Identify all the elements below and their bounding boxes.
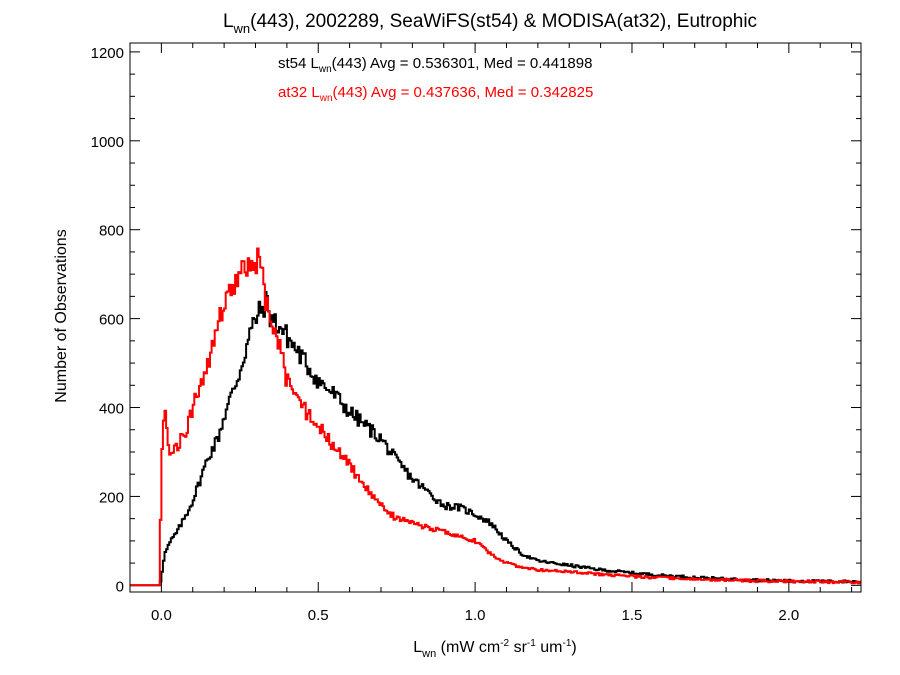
x-tick-label: 2.0 [778,607,799,624]
x-tick-label: 0.5 [308,607,329,624]
x-tick-label: 1.0 [465,607,486,624]
title-post: (443), 2002289, SeaWiFS(st54) & MODISA(a… [250,11,757,32]
y-tick-label: 800 [99,223,124,240]
axis-ticks: 0.0 0.5 1.0 1.5 2.0 0 200 400 600 800 1000 1200 [91,43,861,624]
y-axis-label: Number of Observations [53,229,70,402]
series-group [130,247,861,587]
y-tick-label: 600 [99,312,124,329]
title-sub: wn [233,21,251,36]
y-tick-label: 400 [99,401,124,418]
x-tick-label: 0.0 [151,607,172,624]
y-tick-label: 1000 [91,134,124,151]
annotation-at32: at32 Lwn(443) Avg = 0.437636, Med = 0.34… [278,84,593,104]
annotation-st54: st54 Lwn(443) Avg = 0.536301, Med = 0.44… [278,55,592,75]
title-pre: L [223,11,234,32]
plot-frame [129,42,862,593]
y-tick-label: 0 [116,578,124,595]
y-tick-label: 1200 [91,45,124,62]
x-axis-label: Lwn (mW cm-2 sr-1 um-1) [413,638,576,660]
x-tick-label: 1.5 [622,607,643,624]
y-tick-label: 200 [99,489,124,506]
chart-title: Lwn(443), 2002289, SeaWiFS(st54) & MODIS… [223,11,757,36]
series-line-at32 [130,247,861,587]
